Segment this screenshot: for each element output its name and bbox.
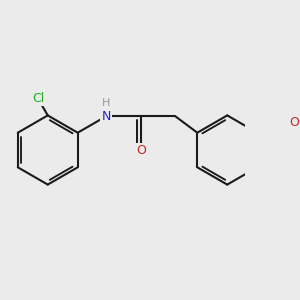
Text: H: H [102, 98, 110, 108]
Text: O: O [136, 144, 146, 158]
Text: O: O [289, 116, 299, 128]
Text: N: N [101, 110, 111, 123]
Text: Cl: Cl [32, 92, 44, 105]
